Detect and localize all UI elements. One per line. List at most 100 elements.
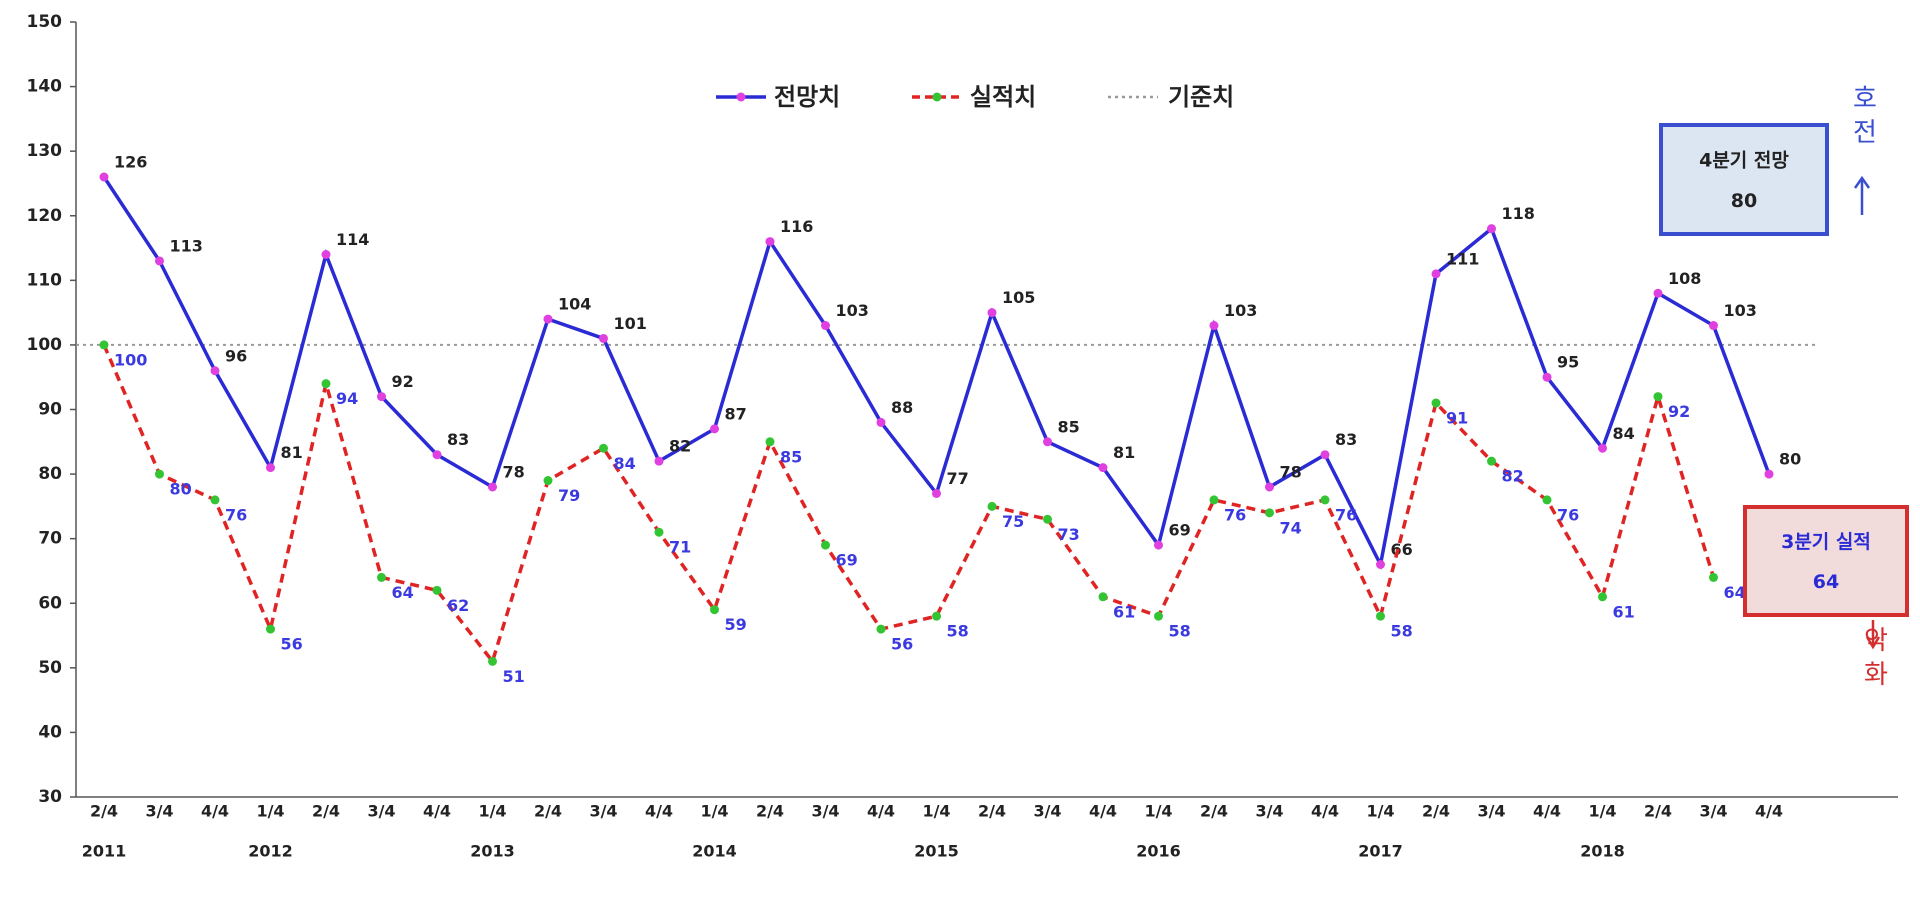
data-label: 59 bbox=[725, 615, 747, 634]
data-label: 103 bbox=[836, 301, 869, 320]
x-tick-label: 2/4 bbox=[756, 802, 784, 821]
annotation-value: 80 bbox=[1731, 190, 1757, 212]
data-label: 101 bbox=[614, 314, 647, 333]
data-label: 84 bbox=[614, 454, 636, 473]
data-label: 64 bbox=[1724, 583, 1746, 602]
y-tick-label: 80 bbox=[38, 464, 62, 484]
data-label: 62 bbox=[447, 596, 469, 615]
y-tick-label: 140 bbox=[27, 77, 63, 97]
point bbox=[1487, 224, 1496, 234]
data-label: 118 bbox=[1502, 204, 1535, 223]
point bbox=[1487, 456, 1496, 466]
data-label: 87 bbox=[725, 404, 747, 423]
x-tick-label: 1/4 bbox=[1588, 802, 1616, 821]
x-tick-label: 1/4 bbox=[256, 802, 284, 821]
x-year-label: 2013 bbox=[470, 842, 515, 861]
data-label: 58 bbox=[1169, 622, 1191, 641]
data-label: 85 bbox=[1058, 417, 1080, 436]
point bbox=[765, 237, 775, 247]
point bbox=[654, 456, 664, 466]
point bbox=[321, 379, 331, 389]
data-label: 91 bbox=[1446, 409, 1468, 428]
point bbox=[932, 611, 941, 621]
x-tick-label: 4/4 bbox=[1089, 802, 1117, 821]
x-tick-label: 2/4 bbox=[312, 802, 340, 821]
x-year-label: 2014 bbox=[692, 842, 737, 861]
data-label: 76 bbox=[1224, 505, 1246, 524]
data-label: 80 bbox=[1779, 450, 1801, 469]
data-label: 83 bbox=[1335, 430, 1357, 449]
y-tick-label: 70 bbox=[38, 529, 62, 549]
data-label: 56 bbox=[891, 635, 913, 654]
x-tick-label: 3/4 bbox=[1699, 802, 1727, 821]
data-label: 108 bbox=[1668, 269, 1701, 288]
y-tick-label: 150 bbox=[27, 12, 63, 32]
x-year-label: 2017 bbox=[1358, 842, 1403, 861]
y-tick-label: 130 bbox=[27, 141, 63, 161]
x-tick-label: 2/4 bbox=[534, 802, 562, 821]
annotation-box bbox=[1743, 505, 1909, 617]
point bbox=[599, 443, 608, 453]
data-label: 96 bbox=[225, 346, 247, 365]
point bbox=[1154, 611, 1163, 621]
data-label: 95 bbox=[1557, 353, 1579, 372]
annotation-value: 64 bbox=[1813, 571, 1839, 593]
x-tick-label: 2/4 bbox=[978, 802, 1006, 821]
point bbox=[987, 501, 997, 511]
data-label: 80 bbox=[170, 480, 192, 499]
point bbox=[932, 488, 941, 498]
improve-label: 호전 bbox=[1848, 84, 1878, 152]
data-label: 103 bbox=[1224, 301, 1257, 320]
point bbox=[1431, 269, 1441, 279]
point bbox=[1320, 450, 1330, 460]
point bbox=[432, 585, 442, 595]
point bbox=[765, 437, 775, 447]
x-year-label: 2015 bbox=[914, 842, 959, 861]
legend-marker bbox=[932, 92, 942, 102]
point bbox=[1154, 540, 1163, 550]
legend-label: 기준치 bbox=[1168, 83, 1234, 111]
data-label: 58 bbox=[947, 622, 969, 641]
point bbox=[1265, 482, 1274, 492]
annotation-box bbox=[1659, 123, 1829, 236]
data-label: 85 bbox=[780, 447, 802, 466]
x-tick-label: 3/4 bbox=[1255, 802, 1283, 821]
x-tick-label: 1/4 bbox=[922, 802, 950, 821]
data-label: 71 bbox=[669, 538, 691, 557]
data-label: 92 bbox=[392, 372, 414, 391]
point bbox=[488, 482, 497, 492]
improve-arrow-head bbox=[1853, 175, 1871, 189]
point bbox=[1320, 495, 1330, 505]
data-label: 126 bbox=[114, 153, 147, 172]
data-label: 76 bbox=[1335, 505, 1357, 524]
y-tick-label: 30 bbox=[38, 787, 62, 807]
point bbox=[1043, 437, 1052, 447]
point bbox=[1376, 560, 1385, 569]
x-tick-label: 4/4 bbox=[201, 802, 229, 821]
data-label: 78 bbox=[503, 463, 525, 482]
point bbox=[821, 321, 830, 331]
x-year-label: 2011 bbox=[82, 842, 127, 861]
data-label: 69 bbox=[836, 551, 858, 570]
point bbox=[1764, 469, 1774, 479]
point bbox=[1542, 495, 1552, 505]
x-tick-label: 4/4 bbox=[867, 802, 895, 821]
point bbox=[1376, 611, 1385, 621]
data-label: 81 bbox=[281, 443, 303, 462]
x-year-label: 2012 bbox=[248, 842, 293, 861]
y-tick-label: 110 bbox=[27, 270, 63, 290]
y-tick-label: 50 bbox=[38, 658, 62, 678]
data-label: 61 bbox=[1613, 602, 1635, 621]
annotation-title: 3분기 실적 bbox=[1781, 531, 1871, 553]
point bbox=[1653, 392, 1663, 402]
point bbox=[99, 340, 109, 350]
point bbox=[1043, 514, 1052, 524]
x-tick-label: 4/4 bbox=[1533, 802, 1561, 821]
point bbox=[155, 469, 164, 479]
worsen-arrow-head bbox=[1865, 636, 1881, 650]
point bbox=[488, 656, 497, 666]
point bbox=[1209, 495, 1219, 505]
x-tick-label: 2/4 bbox=[1200, 802, 1228, 821]
point bbox=[987, 308, 997, 318]
x-tick-label: 1/4 bbox=[1144, 802, 1172, 821]
